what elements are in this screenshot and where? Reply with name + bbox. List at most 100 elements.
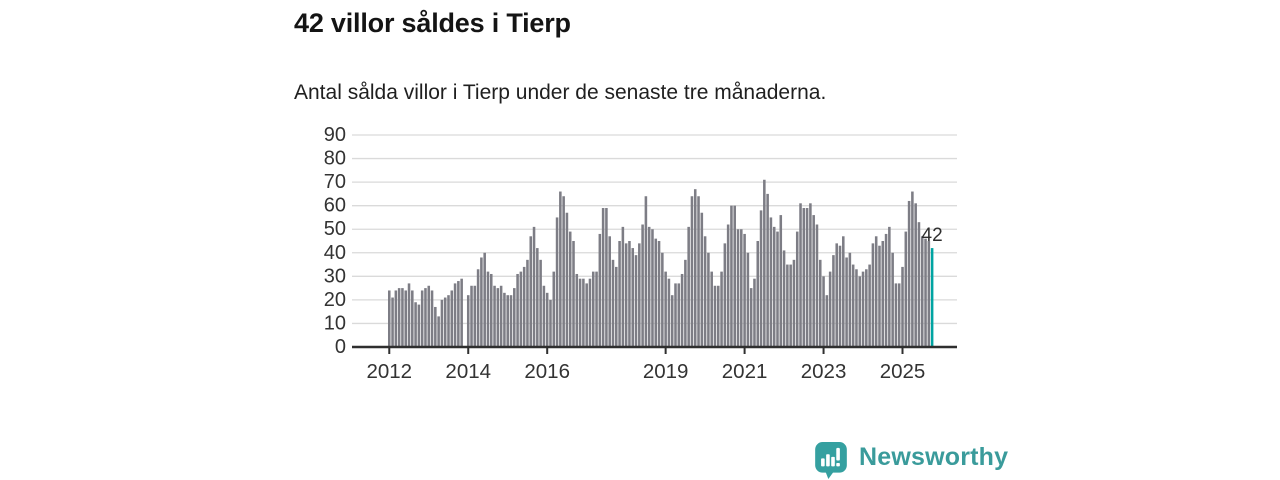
bar [776,231,779,347]
bar [404,290,407,347]
bar [838,245,842,347]
bar [532,226,536,347]
bar [552,271,556,347]
bar [818,259,822,347]
bar [766,193,769,347]
bar [874,236,878,347]
bar [855,269,858,347]
bar [608,236,611,347]
y-axis-tick-label: 60 [324,195,346,217]
bar [618,241,621,347]
bar [878,245,881,347]
bar [769,217,773,347]
bar [815,224,819,347]
bar [805,208,809,347]
bar [674,283,677,347]
bar [736,229,740,347]
bar [388,290,391,347]
bar [644,196,648,347]
bar [799,203,802,347]
bar [397,288,401,347]
bar [746,252,750,347]
x-axis-tick-label: 2019 [643,360,689,383]
bar [601,208,605,347]
bar [591,271,595,347]
bar [473,285,477,347]
bar [924,238,927,347]
bar [710,271,713,347]
newsworthy-logo-text: Newsworthy [859,442,1009,471]
x-axis-tick-label: 2023 [801,360,847,383]
bar [615,266,618,347]
bar [901,266,904,347]
bar [897,283,901,347]
bar [786,264,789,347]
bar [822,276,825,347]
bar [440,299,444,347]
bar [723,243,727,347]
bar [450,290,454,347]
bar [828,271,832,347]
bar [680,273,684,347]
bar [779,215,783,347]
bar [881,241,885,347]
bar [894,283,898,347]
bar [641,224,644,347]
bar [631,248,635,347]
bar [559,191,562,347]
bar [907,200,911,347]
bar [740,229,743,347]
x-axis-tick-label: 2012 [366,360,412,383]
bar [549,299,552,347]
bar [624,243,628,347]
bar [845,257,848,347]
bar [555,217,559,347]
bar [772,226,776,347]
bar [476,269,480,347]
bar [670,295,674,347]
bar [466,295,470,347]
bar [529,236,533,347]
page-title: 42 villor såldes i Tierp [294,8,571,38]
bar [522,266,526,347]
bar [789,264,792,347]
bar [753,278,756,347]
bar [401,288,404,347]
bar [654,238,658,347]
bar [842,236,845,347]
bar [730,205,733,347]
x-axis-tick-label: 2016 [524,360,570,383]
y-axis-tick-label: 20 [324,289,346,311]
bar [707,252,710,347]
bar [835,243,838,347]
bar [447,295,450,347]
bar [483,252,486,347]
bar [858,276,862,347]
bar [575,273,579,347]
bar [868,264,871,347]
bar [661,252,664,347]
bar [407,283,411,347]
bar [611,259,615,347]
bar [420,290,424,347]
bar [684,259,687,347]
bar [516,273,519,347]
y-axis-tick-label: 50 [324,218,346,240]
bar [690,196,694,347]
bar [733,205,736,347]
bar [536,248,539,347]
bar [749,288,753,347]
bar [697,196,700,347]
bar [506,295,509,347]
bar [539,259,542,347]
bar [568,231,572,347]
bar [904,231,908,347]
newsworthy-logo: Newsworthy [812,441,1008,479]
bar [417,304,421,347]
bar [605,208,608,347]
bar [634,255,638,347]
bar [756,241,760,347]
bar [427,285,431,347]
bar [588,278,592,347]
bar [920,236,924,347]
